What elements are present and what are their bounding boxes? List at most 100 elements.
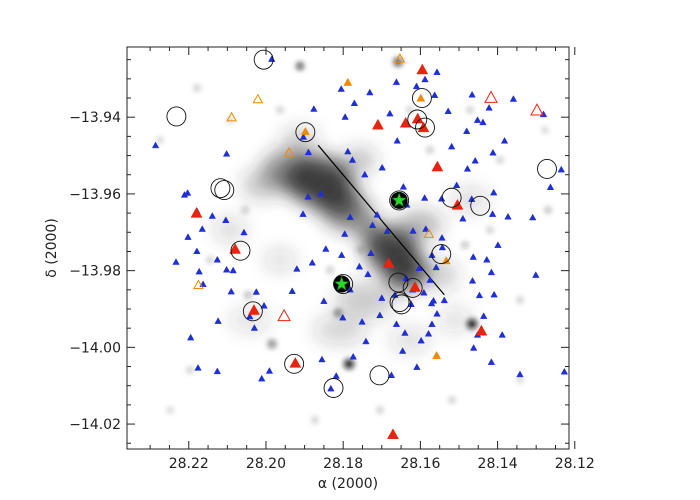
blue-triangle-marker [479, 118, 487, 126]
blue-triangle-marker [480, 312, 488, 319]
blue-triangle-marker [339, 313, 347, 321]
blue-triangle-marker [194, 364, 202, 371]
blue-triangle-marker [529, 213, 537, 221]
blue-triangle-marker [452, 181, 461, 189]
compact-source [377, 407, 383, 413]
blue-triangle-marker [399, 182, 408, 190]
blue-triangle-marker [222, 265, 231, 273]
emission-blob [344, 148, 376, 172]
blue-triangle-marker [444, 107, 452, 115]
blue-triangle-marker [183, 189, 192, 196]
blue-triangle-marker [490, 290, 498, 298]
red-triangle-marker [416, 63, 429, 75]
blue-triangle-marker [304, 192, 312, 200]
blue-triangle-marker [229, 266, 237, 274]
blue-triangle-marker [413, 363, 421, 370]
circle-marker [389, 190, 410, 211]
red-triangle-marker [371, 118, 384, 130]
blue-triangle-marker [361, 170, 369, 178]
compact-source [357, 247, 363, 253]
blue-triangle-marker [250, 324, 259, 331]
blue-triangle-marker [393, 136, 401, 144]
blue-triangle-marker [429, 296, 438, 304]
blue-triangle-marker [341, 113, 349, 120]
blue-triangle-marker [463, 164, 472, 172]
blue-triangle-marker [471, 156, 479, 164]
axes-frame [126, 46, 570, 450]
blue-triangle-marker [337, 251, 346, 258]
blue-triangle-marker [341, 230, 349, 237]
compact-source [167, 407, 173, 413]
blue-triangle-marker [317, 189, 325, 197]
blue-triangle-marker [504, 212, 512, 220]
compact-source [517, 297, 523, 303]
blue-triangle-marker [469, 344, 478, 351]
blue-triangle-marker [494, 241, 502, 248]
x-tick-label: 28.18 [323, 456, 363, 472]
emission-blob [357, 221, 393, 249]
red-triangle-marker [229, 243, 242, 254]
circle-marker [431, 244, 452, 265]
blue-triangle-marker [346, 285, 354, 293]
orange-open-triangle-marker [226, 111, 237, 122]
blue-triangle-marker [433, 68, 441, 75]
blue-triangle-marker [304, 148, 313, 156]
green-star-marker [391, 192, 408, 208]
circle-marker [537, 159, 557, 179]
blue-triangle-marker [367, 249, 375, 256]
y-axis-title: δ (2000) [44, 218, 60, 278]
emission-blob [242, 171, 282, 199]
emission-blob [398, 211, 442, 239]
compact-source [277, 107, 283, 113]
compact-source [467, 319, 477, 329]
blue-triangle-marker [516, 370, 524, 378]
circle-marker [242, 301, 263, 322]
red-triangle-marker [289, 357, 302, 368]
orange-triangle-marker [416, 93, 426, 102]
circle-marker [333, 274, 354, 295]
emission-blob [264, 250, 296, 270]
blue-triangle-marker [310, 105, 318, 112]
x-tick-label: 28.22 [169, 456, 209, 472]
blue-triangle-marker [430, 91, 439, 98]
compact-source [268, 340, 276, 348]
orange-open-triangle-marker [394, 53, 406, 63]
blue-triangle-marker [433, 309, 441, 317]
y-tick-label: −13.98 [69, 264, 121, 280]
blue-triangle-marker [490, 188, 498, 196]
blue-triangle-marker [420, 288, 428, 296]
blue-triangle-marker [348, 156, 357, 163]
circle-marker [369, 365, 390, 386]
blue-triangle-marker [420, 194, 429, 201]
blue-triangle-marker [358, 318, 366, 325]
compact-source [334, 309, 342, 317]
red-triangle-marker [409, 281, 421, 292]
blue-triangle-marker [327, 384, 335, 392]
compact-source [542, 127, 548, 133]
red-open-triangle-marker [484, 90, 498, 103]
compact-source [427, 147, 433, 153]
blue-triangle-marker [151, 141, 160, 149]
green-star-marker [333, 275, 350, 291]
blue-triangle-marker [246, 312, 254, 320]
blue-triangle-marker [378, 163, 386, 171]
circle-marker [411, 88, 432, 108]
red-triangle-marker [411, 112, 424, 124]
circle-marker [389, 292, 410, 313]
circle-marker [166, 106, 187, 127]
blue-triangle-marker [299, 133, 308, 140]
blue-triangle-marker [383, 227, 391, 235]
circle-marker [415, 117, 435, 138]
compact-source [157, 137, 163, 143]
blue-triangle-marker [373, 210, 381, 218]
blue-triangle-marker [350, 99, 359, 106]
blue-triangle-marker [378, 294, 386, 301]
blue-triangle-marker [265, 367, 274, 374]
blue-triangle-marker [386, 109, 394, 117]
red-triangle-marker [431, 160, 444, 172]
red-open-triangle-marker [277, 308, 291, 322]
compact-source [187, 367, 193, 373]
blue-triangle-marker [198, 225, 206, 232]
x-axis-title: α (2000) [318, 476, 378, 492]
